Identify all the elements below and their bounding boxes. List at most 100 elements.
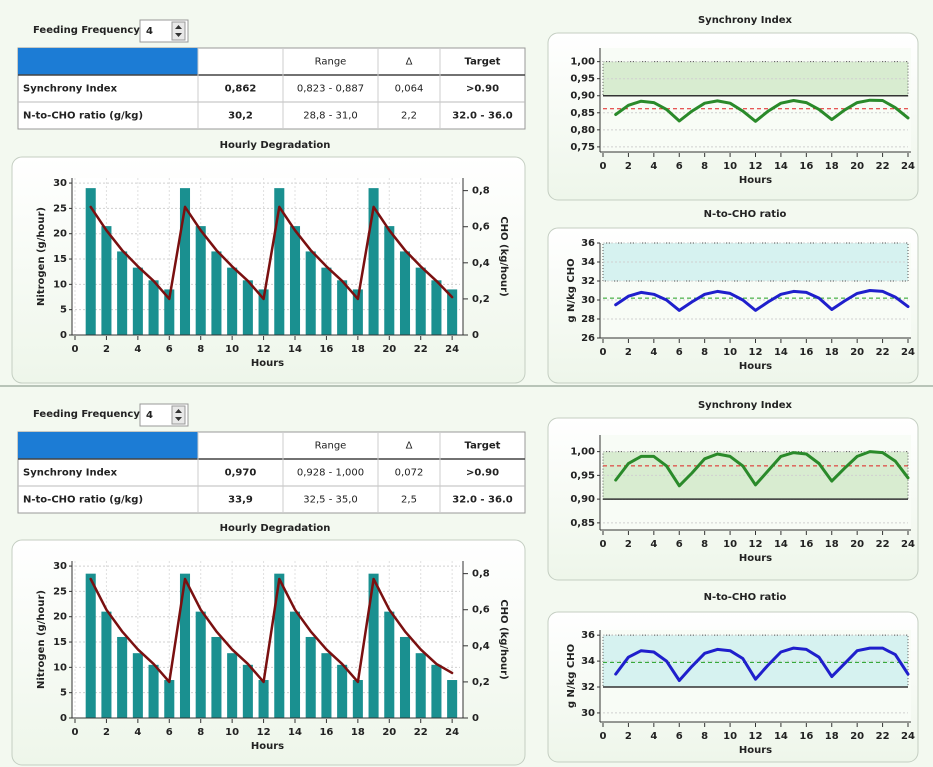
x-tick-label: 24 [901, 347, 915, 358]
y-tick-label: 34 [581, 257, 595, 268]
x-tick-label: 18 [351, 344, 365, 355]
x-tick-label: 6 [676, 347, 683, 358]
table-cell: >0.90 [466, 84, 499, 95]
bar [337, 664, 348, 718]
y-tick-label: 15 [53, 254, 67, 265]
x-tick-label: 14 [288, 727, 302, 738]
x-tick-label: 2 [625, 347, 632, 358]
x-tick-label: 4 [650, 347, 657, 358]
bar [274, 188, 285, 335]
y-tick-label: 1,00 [570, 57, 595, 68]
y2-tick-label: 0 [472, 713, 479, 724]
bar [337, 280, 348, 335]
y2-axis-label: CHO (kg/hour) [498, 599, 509, 679]
x-tick-label: 20 [850, 539, 864, 550]
data-line [89, 205, 454, 301]
y2-tick-label: 0 [472, 330, 479, 341]
bar [321, 267, 332, 335]
x-tick-label: 24 [445, 344, 459, 355]
bar [368, 573, 379, 718]
x-tick-label: 20 [850, 347, 864, 358]
table-cell: 2,5 [401, 495, 417, 506]
y-tick-label: 30 [53, 561, 67, 572]
x-tick-label: 24 [901, 731, 915, 742]
y-tick-label: 10 [53, 279, 67, 290]
bar [447, 680, 458, 718]
x-tick-label: 22 [414, 727, 428, 738]
y-tick-label: 25 [53, 586, 67, 597]
y-tick-label: 0,85 [570, 518, 595, 529]
x-tick-label: 6 [676, 539, 683, 550]
feeding-frequency-label: Feeding Frequency [33, 25, 140, 36]
table-header-highlight [18, 48, 198, 75]
spinner-arrows [175, 25, 182, 37]
x-tick-label: 2 [625, 731, 632, 742]
table-cell: 0,064 [395, 84, 424, 95]
chart-title: N-to-CHO ratio [704, 209, 787, 220]
x-tick-label: 14 [288, 344, 302, 355]
bar [164, 289, 175, 335]
x-axis-label: Hours [251, 358, 284, 369]
table-cell: 32.0 - 36.0 [452, 495, 513, 506]
x-tick-label: 0 [72, 344, 79, 355]
y-axis-label: g N/kg CHO [566, 258, 577, 322]
x-tick-label: 12 [749, 347, 763, 358]
y-tick-label: 10 [53, 662, 67, 673]
x-tick-label: 4 [134, 344, 141, 355]
x-tick-label: 10 [225, 344, 239, 355]
x-tick-label: 14 [774, 161, 788, 172]
spinner-button[interactable] [171, 405, 186, 425]
x-tick-label: 12 [749, 539, 763, 550]
bar [242, 664, 253, 718]
y-tick-label: 0 [60, 713, 67, 724]
table-header-cell: Δ [406, 57, 413, 68]
x-tick-label: 20 [850, 731, 864, 742]
x-tick-label: 6 [676, 161, 683, 172]
x-tick-label: 8 [701, 161, 708, 172]
x-tick-label: 18 [351, 727, 365, 738]
x-tick-label: 10 [723, 731, 737, 742]
table-cell: 2,2 [401, 111, 417, 122]
table-cell: 28,8 - 31,0 [303, 111, 358, 122]
table-cell: 0,970 [225, 468, 257, 479]
x-tick-label: 16 [319, 344, 333, 355]
y2-tick-label: 0,4 [472, 641, 490, 652]
spinner-arrows [175, 409, 182, 421]
bar [289, 226, 301, 335]
x-tick-label: 22 [876, 731, 890, 742]
table-cell: 33,9 [228, 495, 253, 506]
y-tick-label: 30 [581, 708, 595, 719]
y-tick-label: 34 [581, 656, 595, 667]
bar [431, 664, 442, 718]
data-line [614, 289, 910, 312]
chart-title: Synchrony Index [698, 15, 793, 26]
bar [132, 267, 143, 335]
bar [101, 611, 112, 718]
bar [415, 267, 426, 335]
chart-title: Hourly Degradation [220, 140, 331, 151]
x-axis-label: Hours [251, 741, 284, 752]
x-tick-label: 0 [600, 731, 607, 742]
y-tick-label: 28 [581, 314, 595, 325]
x-tick-label: 10 [723, 539, 737, 550]
bar [258, 289, 269, 335]
y-tick-label: 0,90 [570, 494, 595, 505]
table-cell: N-to-CHO ratio (g/kg) [23, 495, 143, 506]
x-tick-label: 2 [103, 727, 110, 738]
x-tick-label: 14 [774, 539, 788, 550]
x-tick-label: 10 [225, 727, 239, 738]
x-tick-label: 12 [257, 344, 271, 355]
x-tick-label: 0 [600, 161, 607, 172]
y-tick-label: 5 [60, 305, 67, 316]
spinner-button[interactable] [171, 21, 186, 41]
bar [117, 251, 128, 335]
bar [148, 280, 159, 335]
y-tick-label: 36 [581, 238, 595, 249]
x-tick-label: 16 [799, 539, 813, 550]
bar [352, 680, 363, 718]
y2-axis-label: CHO (kg/hour) [498, 216, 509, 296]
y-tick-label: 0,95 [570, 470, 595, 481]
bar [305, 636, 316, 718]
x-tick-label: 16 [799, 161, 813, 172]
